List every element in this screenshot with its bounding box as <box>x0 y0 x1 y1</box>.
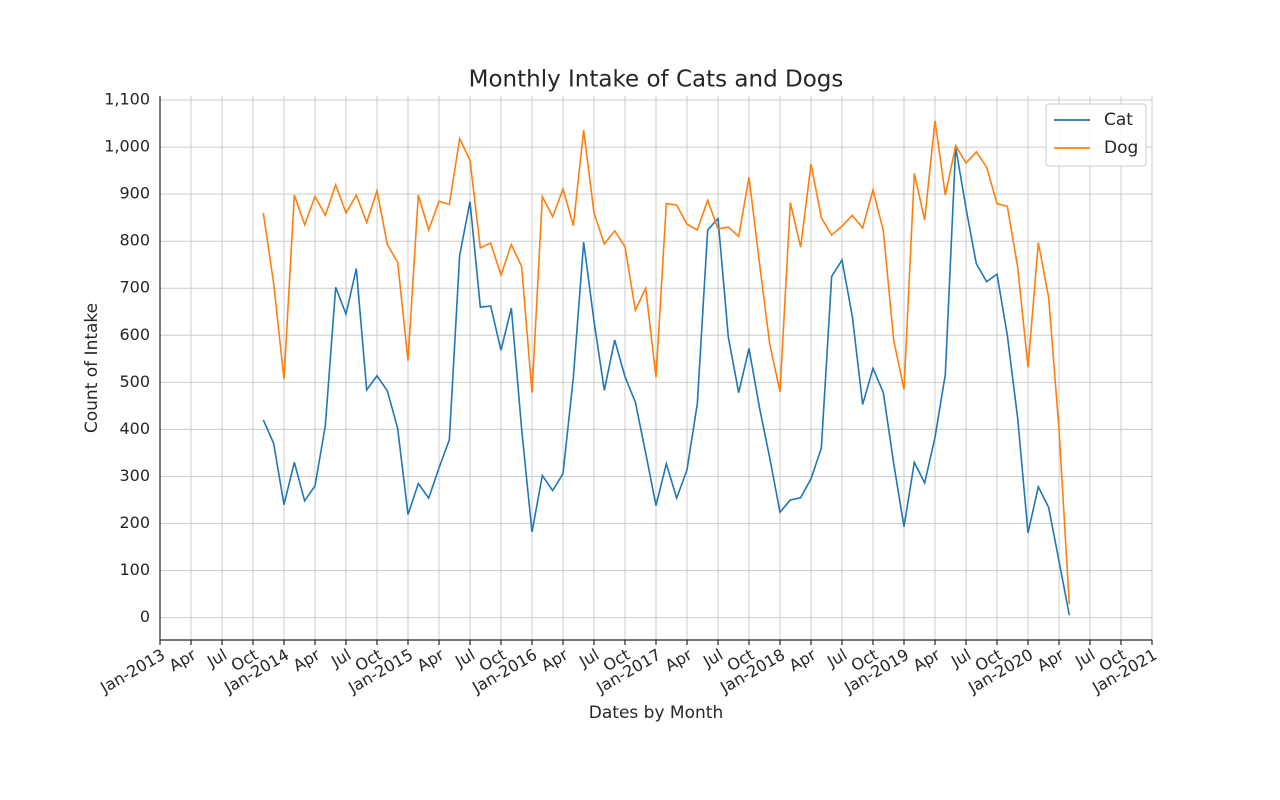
y-tick-label: 600 <box>119 325 150 344</box>
x-tick-label: Jul <box>203 645 230 672</box>
chart-title: Monthly Intake of Cats and Dogs <box>469 67 844 93</box>
legend-label: Dog <box>1104 138 1138 158</box>
x-tick-label: Jul <box>699 645 726 672</box>
x-tick-label: Apr <box>786 645 820 676</box>
y-tick-label: 500 <box>119 372 150 391</box>
x-tick-label: Apr <box>662 645 696 676</box>
x-tick-label: Apr <box>414 645 448 676</box>
y-tick-label: 400 <box>119 419 150 438</box>
x-tick-label: Jul <box>947 645 974 672</box>
x-tick-label: Apr <box>166 645 200 676</box>
x-tick-label: Jul <box>1071 645 1098 672</box>
data-line <box>262 120 1071 605</box>
data-line <box>262 146 1071 616</box>
y-tick-label: 300 <box>119 466 150 485</box>
x-tick-label: Jan-2013 <box>96 645 168 698</box>
y-tick-label: 900 <box>119 184 150 203</box>
y-tick-label: 0 <box>140 607 150 626</box>
y-tick-label: 1,100 <box>104 90 150 109</box>
x-tick-label: Apr <box>910 645 944 676</box>
x-tick-label: Jul <box>575 645 602 672</box>
x-tick-label: Jul <box>823 645 850 672</box>
x-tick-label: Jul <box>327 645 354 672</box>
y-tick-label: 1,000 <box>104 137 150 156</box>
y-axis-label: Count of Intake <box>82 303 102 433</box>
x-tick-label: Jul <box>451 645 478 672</box>
y-tick-label: 800 <box>119 231 150 250</box>
x-tick-label: Apr <box>1034 645 1068 676</box>
x-tick-label: Apr <box>290 645 324 676</box>
x-tick-label: Apr <box>538 645 572 676</box>
y-tick-label: 100 <box>119 560 150 579</box>
y-tick-label: 700 <box>119 278 150 297</box>
y-tick-label: 200 <box>119 513 150 532</box>
x-axis-label: Dates by Month <box>589 703 723 723</box>
legend-label: Cat <box>1104 110 1133 130</box>
